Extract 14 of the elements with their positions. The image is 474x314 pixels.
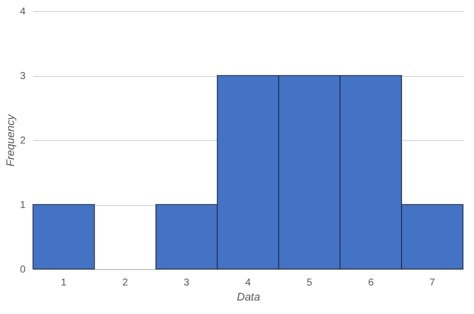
- y-axis-title: Frequency: [4, 113, 17, 166]
- y-tick-label: 3: [20, 71, 26, 82]
- x-axis-title: Data: [236, 292, 260, 304]
- x-tick-label: 4: [245, 278, 252, 288]
- x-tick-label: 3: [184, 278, 190, 288]
- y-tick-label: 4: [20, 6, 26, 18]
- x-tick-label: 7: [430, 278, 436, 288]
- y-tick-label: 0: [20, 264, 26, 276]
- x-tick-label: 6: [368, 278, 374, 288]
- x-tick-label: 5: [306, 278, 313, 288]
- y-tick-label: 2: [20, 136, 26, 146]
- x-tick-label: 2: [122, 278, 128, 288]
- y-tick-label: 1: [20, 200, 26, 211]
- x-tick-label: 1: [60, 278, 67, 288]
